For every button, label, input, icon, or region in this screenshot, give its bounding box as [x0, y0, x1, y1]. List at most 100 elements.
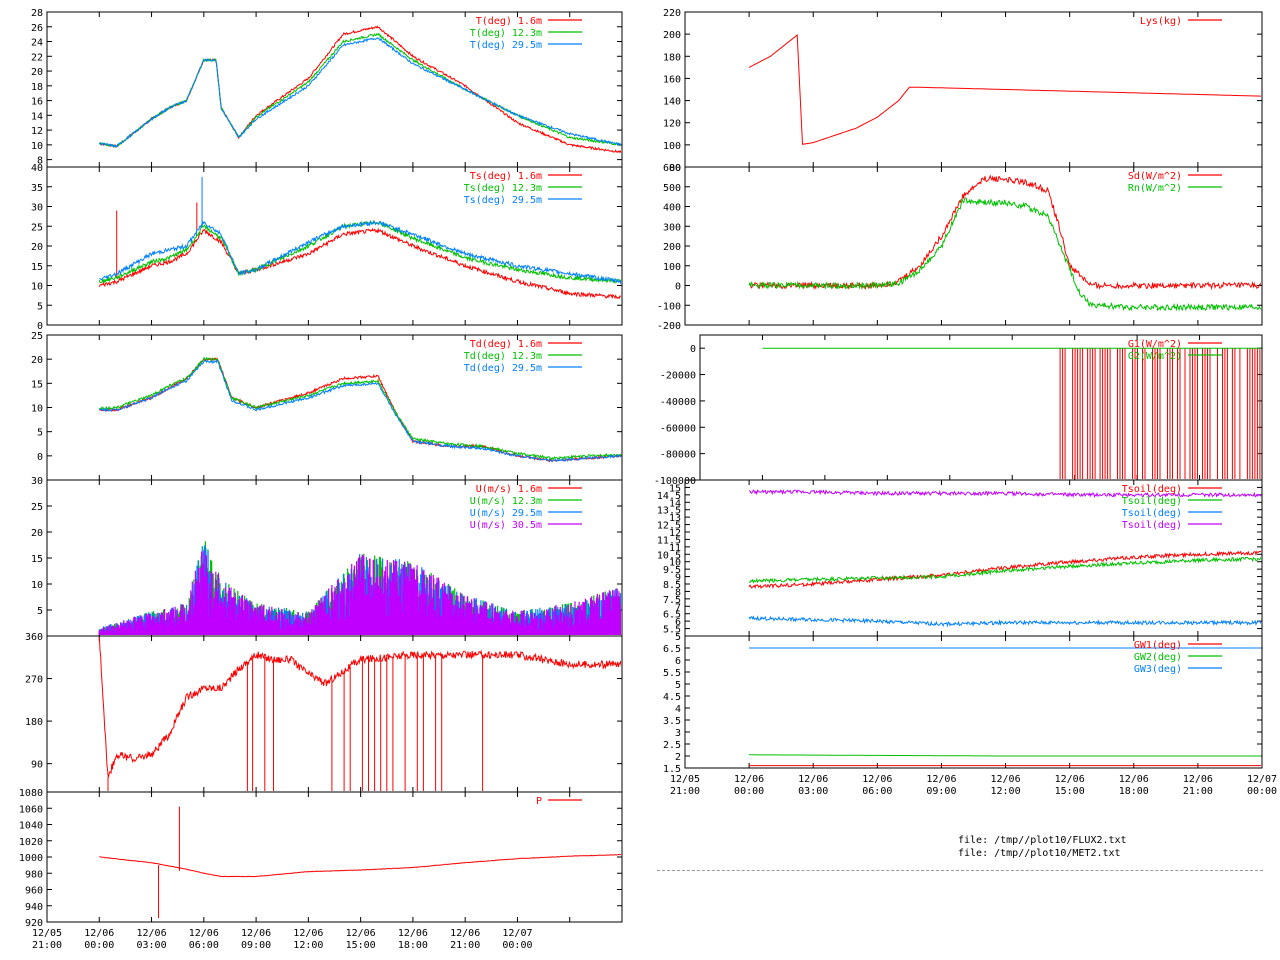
legend-label-temp-2: T(deg) 29.5m [470, 40, 542, 51]
y-tick-label-dir-0: 90 [31, 760, 43, 771]
y-tick-label-ground-3: -40000 [660, 397, 696, 408]
legend-label-rad-0: Sd(W/m^2) [1128, 171, 1182, 182]
series-rad-1 [748, 197, 1261, 312]
series-ts-2 [99, 176, 621, 285]
x-tick-date-pres-2: 12/06 [136, 928, 166, 939]
x-tick-date-gw-3: 12/06 [862, 774, 892, 785]
y-tick-label-rad-5: 300 [663, 222, 681, 233]
legend-label-wind-0: U(m/s) 1.6m [476, 484, 542, 495]
x-tick-date-gw-5: 12/06 [991, 774, 1021, 785]
y-tick-label-gw-9: 6 [675, 656, 681, 667]
y-tick-label-lys-4: 160 [663, 74, 681, 85]
y-tick-label-ts-2: 10 [31, 282, 43, 293]
series-ts-0 [98, 202, 621, 300]
y-tick-label-wind-0: 5 [37, 606, 43, 617]
y-tick-label-td-2: 10 [31, 404, 43, 415]
plot-area-wind [98, 541, 621, 635]
y-tick-label-temp-7: 22 [31, 52, 43, 63]
y-tick-label-ts-3: 15 [31, 262, 43, 273]
y-tick-label-pres-0: 920 [25, 918, 43, 929]
y-tick-label-ts-4: 20 [31, 242, 43, 253]
file-line-met: file: /tmp//plot10/MET2.txt [958, 848, 1121, 859]
y-tick-label-tsoil-3: 6.5 [663, 610, 681, 621]
y-tick-label-tsoil-4: 7 [675, 602, 681, 613]
y-tick-label-tsoil-7: 8.5 [663, 580, 681, 591]
legend-label-wind-1: U(m/s) 12.3m [470, 496, 542, 507]
x-tick-date-pres-8: 12/06 [450, 928, 480, 939]
plot-frame-gw [684, 635, 1263, 769]
legend-label-ts-2: Ts(deg) 29.5m [464, 195, 542, 206]
y-tick-label-dir-3: 360 [25, 632, 43, 643]
x-tick-time-pres-4: 09:00 [241, 940, 271, 951]
x-tick-date-pres-6: 12/06 [346, 928, 376, 939]
y-tick-label-td-3: 15 [31, 379, 43, 390]
y-tick-label-pres-2: 960 [25, 886, 43, 897]
x-tick-date-gw-6: 12/06 [1055, 774, 1085, 785]
y-tick-label-ground-4: -20000 [660, 371, 696, 382]
y-tick-label-ts-8: 40 [31, 163, 43, 174]
legend-label-temp-0: T(deg) 1.6m [476, 16, 542, 27]
series-tsoil-0 [748, 550, 1261, 590]
legend-label-td-1: Td(deg) 12.3m [464, 351, 542, 362]
legend-label-td-2: Td(deg) 29.5m [464, 363, 542, 374]
y-tick-label-tsoil-19: 14.5 [657, 491, 681, 502]
legend-label-gw-1: GW2(deg) [1134, 652, 1182, 663]
legend-label-tsoil-0: Tsoil(deg) [1122, 484, 1182, 495]
series-temp-0 [99, 25, 621, 154]
y-tick-label-ground-2: -60000 [660, 423, 696, 434]
y-tick-label-pres-3: 980 [25, 869, 43, 880]
x-tick-time-pres-8: 21:00 [450, 940, 480, 951]
y-tick-label-pres-1: 940 [25, 902, 43, 913]
y-tick-label-gw-10: 6.5 [663, 644, 681, 655]
y-tick-label-gw-4: 3.5 [663, 716, 681, 727]
x-tick-date-gw-1: 12/06 [734, 774, 764, 785]
y-tick-label-tsoil-20: 15 [669, 483, 681, 494]
plot-frame-lys [684, 11, 1263, 168]
y-tick-label-gw-2: 2.5 [663, 740, 681, 751]
x-tick-time-pres-1: 00:00 [84, 940, 114, 951]
x-tick-time-pres-5: 12:00 [293, 940, 323, 951]
y-tick-label-temp-8: 24 [31, 38, 43, 49]
separator-line [657, 870, 1263, 871]
y-tick-label-td-4: 20 [31, 355, 43, 366]
plot-area-td [98, 356, 621, 463]
series-td-0 [98, 357, 621, 463]
y-tick-label-gw-7: 5 [675, 680, 681, 691]
y-tick-label-td-0: 0 [37, 452, 43, 463]
legend-label-tsoil-1: Tsoil(deg) [1122, 496, 1182, 507]
y-tick-label-pres-7: 1060 [19, 804, 43, 815]
y-tick-label-tsoil-17: 13.5 [657, 506, 681, 517]
series-rad-0 [748, 174, 1261, 291]
chart-ground: -100000 -80000 -60000 -40000 -20000 0 G1(W/m^2… [654, 334, 1263, 487]
legend-label-rad-1: Rn(W/m^2) [1128, 183, 1182, 194]
plot-area-tsoil [748, 489, 1261, 628]
series-gw-1 [749, 754, 1261, 757]
y-tick-label-lys-5: 180 [663, 52, 681, 63]
chart-tsoil: 55.566.577.588.599.51010.51111.51212.513… [657, 479, 1263, 643]
y-tick-label-tsoil-11: 10.5 [657, 550, 681, 561]
file-line-flux: file: /tmp//plot10/FLUX2.txt [958, 835, 1127, 846]
series-td-2 [99, 359, 621, 463]
x-tick-date-gw-0: 12/05 [670, 774, 700, 785]
x-tick-date-pres-7: 12/06 [398, 928, 428, 939]
file-list: file: /tmp//plot10/FLUX2.txt file: /tmp/… [958, 834, 1127, 860]
y-tick-label-rad-3: 100 [663, 262, 681, 273]
y-tick-label-rad-2: 0 [675, 282, 681, 293]
x-tick-date-gw-2: 12/06 [798, 774, 828, 785]
y-tick-label-wind-2: 15 [31, 554, 43, 565]
y-tick-label-rad-6: 400 [663, 203, 681, 214]
plot-area-temp [98, 25, 621, 154]
chart-dir: 90 180 270 360 [25, 632, 623, 793]
series-td-1 [99, 356, 621, 461]
x-tick-time-pres-2: 03:00 [136, 940, 166, 951]
y-tick-label-temp-3: 14 [31, 111, 43, 122]
plot-area-ground [762, 347, 1261, 479]
y-tick-label-ts-5: 25 [31, 222, 43, 233]
x-tick-time-pres-9: 00:00 [502, 940, 532, 951]
y-tick-label-tsoil-9: 9.5 [663, 565, 681, 576]
x-tick-time-gw-7: 18:00 [1119, 786, 1149, 797]
x-tick-time-pres-7: 18:00 [398, 940, 428, 951]
y-tick-label-tsoil-0: 5 [675, 632, 681, 643]
series-tsoil-2 [748, 615, 1261, 628]
